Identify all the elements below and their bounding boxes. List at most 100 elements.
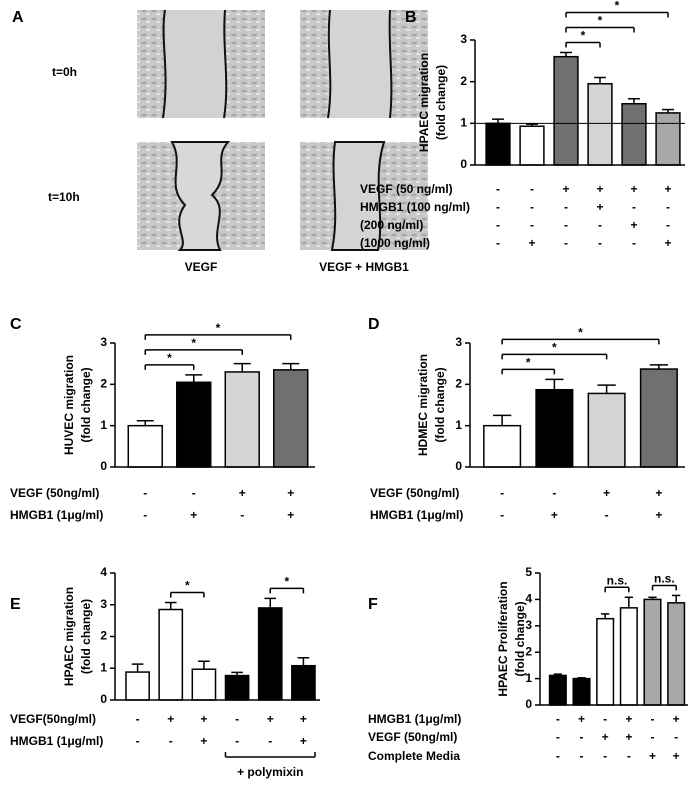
- y-tick-label: 2: [525, 644, 532, 658]
- condition-sign: +: [300, 712, 307, 726]
- condition-label: VEGF (50ng/ml): [368, 730, 457, 744]
- bar: [224, 674, 250, 701]
- significance-label: *: [167, 351, 172, 365]
- row-label: t=0h: [52, 65, 77, 79]
- condition-sign: -: [556, 749, 560, 763]
- condition-sign: +: [630, 218, 637, 232]
- condition-label: VEGF(50ng/ml): [10, 712, 96, 726]
- condition-label: VEGF (50 ng/ml): [360, 182, 453, 196]
- y-tick-label: 1: [525, 671, 532, 685]
- y-tick-label: 1: [455, 418, 462, 432]
- y-tick-label: 1: [100, 418, 107, 432]
- condition-sign: -: [564, 200, 568, 214]
- condition-sign: -: [136, 734, 140, 748]
- wound: [330, 141, 386, 251]
- condition-sign: +: [267, 712, 274, 726]
- significance-label: *: [216, 321, 221, 335]
- y-tick-label: 4: [100, 565, 107, 579]
- micrographs: [137, 9, 428, 251]
- condition-label: VEGF (50ng/ml): [370, 486, 459, 500]
- column-label: VEGF: [185, 260, 218, 274]
- condition-sign: -: [632, 200, 636, 214]
- bar: [572, 677, 591, 706]
- y-tick-label: 3: [525, 618, 532, 632]
- y-axis-title: HPAEC Proliferation: [496, 581, 510, 696]
- y-tick-label: 3: [100, 597, 107, 611]
- condition-sign: -: [235, 734, 239, 748]
- condition-sign: +: [562, 182, 569, 196]
- condition-sign: -: [564, 236, 568, 250]
- condition-sign: -: [632, 236, 636, 250]
- condition-sign: -: [605, 508, 609, 522]
- condition-sign: +: [673, 749, 680, 763]
- bar: [125, 671, 150, 701]
- condition-sign: +: [167, 712, 174, 726]
- condition-sign: -: [556, 712, 560, 726]
- condition-sign: -: [666, 200, 670, 214]
- bar: [176, 381, 212, 468]
- y-tick-label: 5: [525, 565, 532, 579]
- condition-sign: -: [496, 200, 500, 214]
- y-tick-label: 3: [460, 32, 467, 46]
- condition-sign: -: [603, 749, 607, 763]
- condition-sign: +: [287, 508, 294, 522]
- condition-sign: -: [530, 200, 534, 214]
- condition-sign: -: [564, 218, 568, 232]
- y-axis-title: HUVEC migration: [62, 355, 76, 455]
- wound: [165, 10, 225, 118]
- panel-label: B: [405, 9, 417, 26]
- condition-sign: -: [169, 734, 173, 748]
- bar: [667, 602, 686, 706]
- condition-sign: +: [664, 182, 671, 196]
- condition-sign: +: [625, 712, 632, 726]
- condition-sign: -: [496, 236, 500, 250]
- condition-sign: +: [300, 734, 307, 748]
- condition-sign: -: [627, 749, 631, 763]
- condition-label: HMGB1 (1μg/ml): [10, 508, 103, 522]
- condition-sign: +: [630, 182, 637, 196]
- condition-label: HMGB1 (1μg/ml): [10, 734, 103, 748]
- condition-sign: -: [143, 508, 147, 522]
- condition-sign: +: [655, 508, 662, 522]
- condition-sign: +: [551, 508, 558, 522]
- edge: [327, 9, 393, 119]
- panel-label: D: [368, 316, 380, 333]
- condition-sign: +: [664, 236, 671, 250]
- condition-sign: +: [190, 508, 197, 522]
- condition-sign: +: [596, 200, 603, 214]
- bar: [535, 388, 574, 468]
- condition-label: (200 ng/ml): [360, 218, 423, 232]
- condition-sign: -: [500, 508, 504, 522]
- condition-sign: -: [598, 218, 602, 232]
- bar: [257, 607, 283, 701]
- y-axis-title: (fold change): [513, 601, 527, 676]
- condition-sign: -: [674, 730, 678, 744]
- bar: [191, 668, 217, 701]
- panel-label: A: [12, 9, 24, 26]
- y-tick-label: 3: [100, 335, 107, 349]
- y-tick-label: 2: [455, 377, 462, 391]
- condition-sign: -: [496, 182, 500, 196]
- condition-sign: -: [136, 712, 140, 726]
- significance-label: *: [526, 356, 531, 370]
- y-axis-title: HPAEC migration: [62, 587, 76, 686]
- condition-sign: +: [239, 486, 246, 500]
- y-axis-title: HDMEC migration: [416, 354, 430, 456]
- significance-label: *: [185, 579, 190, 593]
- panel-label: C: [10, 316, 22, 333]
- condition-sign: -: [530, 182, 534, 196]
- bar: [485, 122, 511, 166]
- bar: [587, 83, 613, 166]
- row-label: t=10h: [48, 190, 80, 204]
- significance-label: *: [191, 336, 196, 350]
- bar: [643, 598, 662, 706]
- condition-sign: -: [496, 218, 500, 232]
- bar: [483, 424, 522, 468]
- condition-sign: -: [603, 712, 607, 726]
- bar: [587, 392, 626, 468]
- condition-sign: +: [578, 712, 585, 726]
- y-tick-label: 0: [100, 692, 107, 706]
- y-tick-label: 2: [100, 377, 107, 391]
- significance-label: *: [284, 575, 289, 589]
